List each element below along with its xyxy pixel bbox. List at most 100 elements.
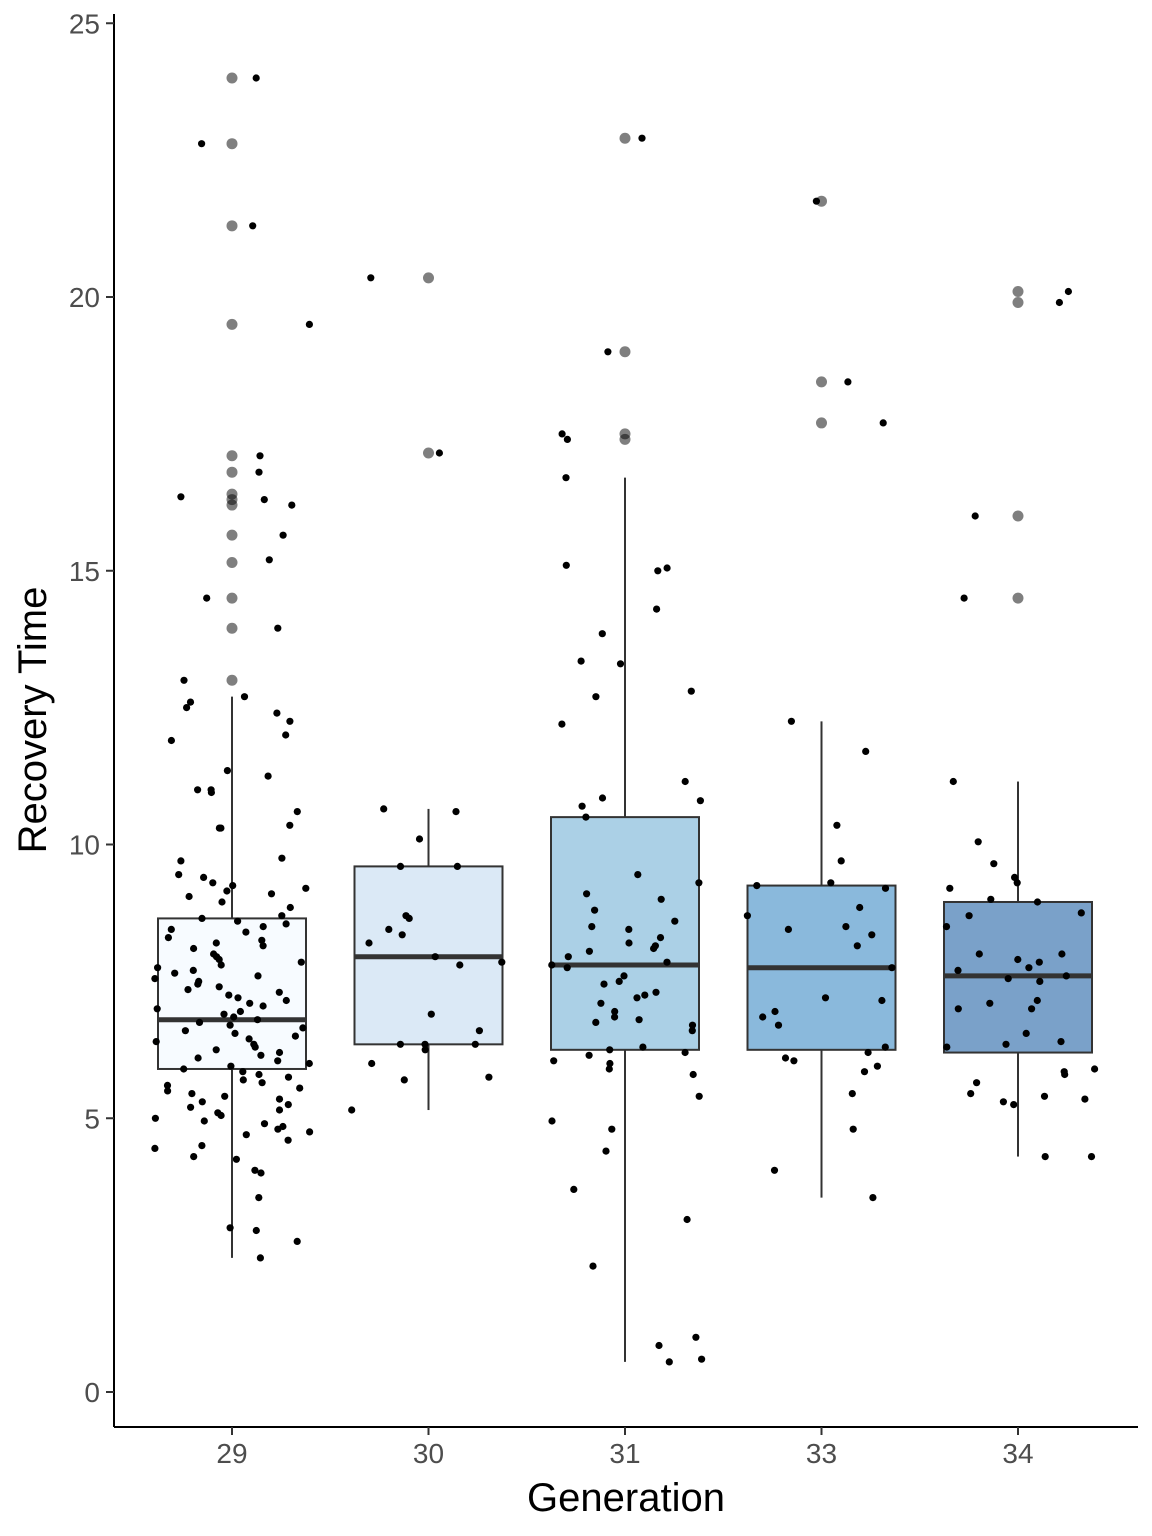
jitter-point — [188, 1090, 196, 1098]
jitter-point — [274, 624, 282, 632]
jitter-point — [431, 953, 439, 961]
jitter-point — [1041, 1153, 1049, 1161]
jitter-point — [385, 925, 393, 934]
jitter-point — [606, 1059, 614, 1068]
y-tick-label: 5 — [84, 1103, 100, 1134]
jitter-point — [257, 1169, 265, 1177]
jitter-point — [965, 912, 973, 920]
jitter-point — [967, 1090, 975, 1098]
jitter-point — [578, 802, 586, 810]
jitter-point — [1014, 955, 1022, 964]
jitter-point — [164, 934, 172, 942]
jitter-point — [427, 1010, 435, 1018]
jitter-point — [227, 1062, 235, 1070]
jitter-point — [236, 1007, 244, 1016]
jitter-point — [608, 1125, 616, 1133]
jitter-point — [657, 895, 665, 903]
jitter-point — [498, 958, 506, 966]
jitter-point — [291, 1032, 299, 1040]
jitter-point — [550, 1057, 558, 1065]
jitter-point — [181, 1027, 189, 1035]
jitter-point — [253, 1016, 262, 1024]
jitter-point — [1010, 1101, 1018, 1109]
outlier-point — [226, 499, 238, 511]
jitter-point — [570, 1185, 578, 1193]
jitter-point — [868, 931, 876, 939]
outlier-point — [1012, 296, 1024, 308]
jitter-point — [974, 838, 982, 846]
jitter-point — [1057, 1038, 1065, 1046]
jitter-point — [695, 1092, 703, 1100]
jitter-point — [842, 923, 850, 931]
jitter-point — [1033, 996, 1041, 1005]
jitter-point — [415, 835, 424, 843]
jitter-point — [275, 988, 283, 996]
jitter-point — [152, 1038, 160, 1046]
jitter-point — [949, 777, 957, 786]
jitter-point — [207, 788, 215, 797]
jitter-point — [641, 991, 649, 999]
jitter-point — [175, 871, 183, 879]
jitter-point — [200, 873, 208, 882]
jitter-point — [881, 1043, 889, 1051]
jitter-point — [638, 134, 646, 142]
jitter-point — [471, 1040, 479, 1048]
jitter-point — [421, 1046, 429, 1054]
jitter-point — [781, 1054, 790, 1062]
jitter-point — [226, 1224, 234, 1232]
outlier-point — [619, 433, 631, 445]
jitter-point — [239, 1068, 247, 1076]
jitter-point — [1011, 873, 1019, 882]
jitter-point — [302, 884, 310, 892]
jitter-point — [212, 1046, 220, 1054]
jitter-point — [163, 1081, 172, 1089]
jitter-point — [833, 821, 841, 829]
jitter-point — [654, 567, 662, 575]
jitter-point — [942, 923, 951, 931]
jitter-point — [267, 890, 276, 898]
jitter-point — [288, 501, 296, 509]
jitter-point — [259, 1002, 267, 1010]
jitter-point — [257, 1051, 265, 1059]
jitter-point — [589, 1262, 597, 1270]
jitter-point — [217, 961, 225, 969]
jitter-point — [485, 1073, 493, 1081]
jitter-point — [286, 717, 294, 725]
jitter-point — [1033, 898, 1042, 906]
jitter-point — [688, 1027, 696, 1035]
jitter-point — [986, 999, 994, 1007]
jitter-point — [862, 747, 870, 756]
jitter-point — [615, 977, 623, 986]
x-tick-label: 34 — [1002, 1438, 1033, 1469]
jitter-point — [1013, 879, 1021, 887]
jitter-point — [881, 884, 890, 892]
jitter-point — [273, 709, 281, 717]
jitter-point — [456, 961, 464, 969]
jitter-point — [171, 969, 179, 977]
jitter-point — [848, 1090, 856, 1098]
jitter-point — [151, 975, 159, 983]
jitter-point — [562, 474, 570, 482]
outlier-point — [1012, 286, 1024, 298]
jitter-point — [151, 1114, 159, 1122]
jitter-point — [167, 925, 175, 934]
jitter-point — [585, 947, 594, 955]
jitter-point — [286, 821, 294, 829]
jitter-point — [256, 452, 264, 460]
outlier-point — [226, 466, 238, 478]
outlier-point — [423, 447, 434, 459]
jitter-point — [1036, 977, 1044, 986]
jitter-point — [284, 1136, 292, 1144]
jitter-point — [790, 1057, 798, 1065]
jitter-point — [656, 934, 665, 942]
jitter-point — [252, 74, 260, 82]
jitter-point — [286, 903, 294, 912]
jitter-point — [293, 1237, 301, 1245]
jitter-point — [1058, 950, 1066, 958]
outlier-point — [816, 417, 827, 429]
jitter-point — [260, 1120, 269, 1128]
jitter-point — [588, 923, 596, 931]
jitter-point — [774, 1021, 783, 1029]
jitter-point — [650, 944, 658, 953]
